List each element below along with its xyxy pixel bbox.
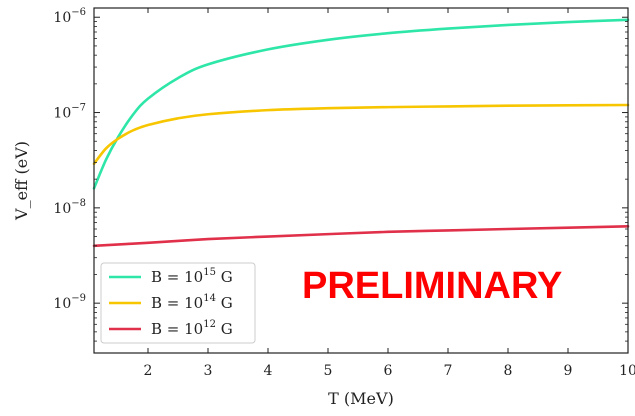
- legend-unit: G: [216, 320, 233, 338]
- legend: B = 1015 G B = 1014 G B = 1012 G: [100, 262, 256, 344]
- y-tick-label: 10−6: [53, 7, 86, 26]
- x-tick-label: 4: [264, 363, 273, 379]
- legend-exponent: 14: [203, 293, 216, 304]
- legend-label-1: B = 1014 G: [151, 293, 233, 312]
- x-tick-label: 2: [144, 363, 153, 379]
- ticks-layer: 2 3 4 5 6 7 8 9 10 10−9 10−8 10−7 10−6: [53, 7, 635, 379]
- x-tick-label: 3: [204, 363, 213, 379]
- y-tick-label: 10−9: [53, 293, 86, 312]
- y-tick-label: 10−7: [53, 103, 86, 122]
- x-tick-label: 6: [384, 363, 393, 379]
- legend-box: [100, 262, 256, 344]
- x-tick-label: 5: [324, 363, 333, 379]
- legend-label-2: B = 1012 G: [151, 319, 233, 338]
- y-tick-exponent: −8: [71, 198, 86, 209]
- legend-unit: G: [216, 268, 233, 286]
- legend-label-0: B = 1015 G: [151, 267, 233, 286]
- series-line-0: [92, 18, 630, 190]
- x-tick-label: 7: [444, 363, 453, 379]
- x-tick-label: 9: [564, 363, 573, 379]
- x-tick-label: 8: [504, 363, 513, 379]
- plot-frame: [93, 7, 629, 354]
- x-axis-label: T (MeV): [328, 389, 394, 408]
- y-tick-label: 10−8: [53, 198, 86, 217]
- series-layer: [92, 18, 630, 248]
- y-axis-label: V_eff (eV): [12, 141, 31, 221]
- preliminary-annotation: PRELIMINARY: [302, 265, 562, 307]
- legend-unit: G: [216, 294, 233, 312]
- series-line-1: [92, 103, 630, 166]
- y-tick-exponent: −9: [71, 293, 86, 304]
- x-tick-label: 10: [619, 363, 635, 379]
- y-tick-exponent: −6: [71, 7, 86, 18]
- y-tick-exponent: −7: [71, 103, 86, 114]
- series-line-2: [92, 225, 630, 248]
- legend-exponent: 15: [203, 267, 216, 278]
- legend-exponent: 12: [203, 319, 216, 330]
